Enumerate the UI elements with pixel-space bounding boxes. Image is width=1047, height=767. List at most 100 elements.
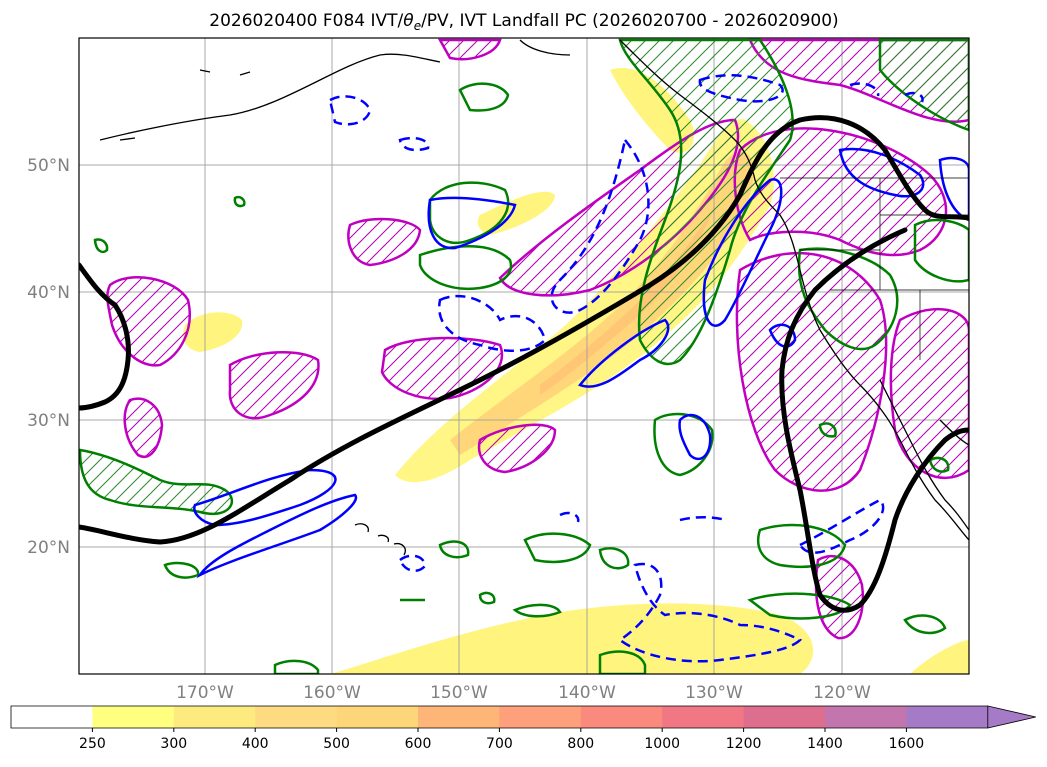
colorbar-segment [580, 706, 663, 728]
theta-e-dash-n2 [398, 136, 430, 152]
colorbar-level-label: 400 [242, 736, 269, 752]
coastline-alaska [99, 39, 571, 141]
pv-green-south-scatter6 [598, 650, 647, 674]
theta-e-dash-ribbon [550, 137, 650, 314]
theta-e-solid-sw [678, 413, 712, 461]
map-frame [78, 37, 970, 675]
pv-green-ring2 [458, 82, 510, 112]
pv-green-south-scatter11 [478, 591, 496, 605]
landfall-pc-contours [79, 115, 969, 613]
state-lines [800, 178, 969, 360]
theta-e-dash-south [617, 562, 803, 663]
colorbar-segment [92, 706, 175, 728]
colorbar-segment [11, 706, 93, 728]
pv-green-south-scatter4 [747, 592, 852, 620]
pv-mag-south [477, 423, 557, 474]
theta-e-dash-s2 [398, 554, 427, 573]
pv-green-south-scatter7 [903, 614, 947, 635]
colorbar: 250 300 400 500 600 700 800 1000 1200 1400 1600 [10, 705, 1036, 752]
colorbar-level-label: 1200 [726, 736, 762, 752]
lat-tick-20n: 20°N [27, 538, 70, 558]
landfall-pc-west [79, 262, 131, 411]
lat-tick-50n: 50°N [27, 156, 70, 176]
theta-e-solid-east2 [938, 156, 969, 222]
hawaii-islands [354, 523, 406, 556]
theta-e-dash-s3 [559, 511, 580, 523]
theta-e-dash-wide [437, 294, 547, 352]
theta-e-dash-mid [679, 516, 726, 522]
pv-green-south-ring [653, 412, 714, 477]
landfall-pc-east [779, 227, 969, 613]
us-borders [780, 177, 969, 360]
lat-tick-40n: 40°N [27, 283, 70, 303]
theta-e-dash-se [798, 498, 885, 554]
pv-mag-small [123, 397, 164, 458]
ivt-patch-coast [610, 68, 694, 153]
colorbar-level-label: 700 [486, 736, 513, 752]
lon-tick-170w: 170°W [176, 683, 234, 703]
colorbar-extend-arrow [987, 705, 1036, 729]
pv-green-south-scatter1 [523, 532, 592, 564]
pv-green-south-scatter9 [163, 561, 200, 579]
pv-mag-north [347, 217, 422, 267]
colorbar-level-label: 600 [405, 736, 432, 752]
pv-green-small-w [93, 238, 109, 254]
pv-green-south-scatter8 [438, 540, 470, 559]
theta-e-solid-coast [702, 178, 783, 327]
lat-tick-labels: 20°N 30°N 40°N 50°N [27, 156, 70, 558]
pv-mag-top [437, 38, 502, 61]
theta-e-dashed [328, 74, 924, 663]
colorbar-level-label: 1000 [644, 736, 680, 752]
colorbar-segment [662, 706, 745, 728]
theta-e-dash-n3 [849, 82, 880, 97]
colorbar-segment [825, 706, 907, 728]
ivt-patch-west [183, 312, 243, 352]
lon-tick-labels: 170°W 160°W 150°W 140°W 130°W 120°W [176, 683, 871, 703]
pv-green-coastal [618, 38, 794, 366]
theta-e-dash-n4 [904, 91, 924, 103]
theta-e-solid-e-small [768, 323, 797, 348]
ivt-patch-se [910, 640, 969, 674]
colorbar-segment [418, 706, 500, 728]
theta-e-solid-east [838, 147, 925, 198]
theta-e-solid-mid [577, 318, 670, 388]
pv-green-small-w2 [233, 195, 246, 208]
lon-tick-120w: 120°W [813, 683, 871, 703]
theta-e-contours [193, 74, 969, 663]
lon-tick-130w: 130°W [685, 683, 743, 703]
pv-green-east-small2 [928, 456, 950, 473]
theta-e-solid-south [193, 468, 337, 527]
colorbar-level-label: 1400 [807, 736, 843, 752]
landfall-pc-main [79, 115, 969, 545]
pv-green-north-ring [428, 181, 510, 245]
colorbar-segment [743, 706, 826, 728]
coastline-alaska-islands [119, 69, 251, 141]
coastline-bc [619, 39, 969, 541]
colorbar-segment [173, 706, 256, 728]
theta-e-solid-south2 [196, 493, 358, 579]
colorbar-segment [906, 706, 989, 728]
pv-mag-mid1 [228, 351, 320, 420]
lon-tick-140w: 140°W [558, 683, 616, 703]
pv-green-west-hatch [79, 448, 234, 515]
ivt-band-south [330, 603, 814, 674]
lon-tick-160w: 160°W [303, 683, 361, 703]
pv-green-south-scatter2 [598, 547, 630, 570]
pv-mag-south-east [814, 554, 865, 640]
colorbar-segment [499, 706, 582, 728]
figure-title: 2026020400 F084 IVT/θe/PV, IVT Landfall … [209, 11, 838, 33]
colorbar-level-label: 300 [160, 736, 187, 752]
colorbar-level-label: 250 [79, 736, 106, 752]
colorbar-level-label: 500 [323, 736, 350, 752]
theta-e-solid-north [427, 196, 517, 250]
colorbar-segment [336, 706, 419, 728]
lon-tick-150w: 150°W [430, 683, 488, 703]
theta-e-dash-ne [698, 74, 784, 103]
pv-mag-east [735, 251, 888, 492]
colorbar-level-label: 800 [567, 736, 594, 752]
pv-green-south-scatter5 [273, 659, 320, 674]
map-panel [78, 37, 970, 675]
pv-green-south-scatter12 [512, 603, 562, 618]
colorbar-segment [255, 706, 338, 728]
